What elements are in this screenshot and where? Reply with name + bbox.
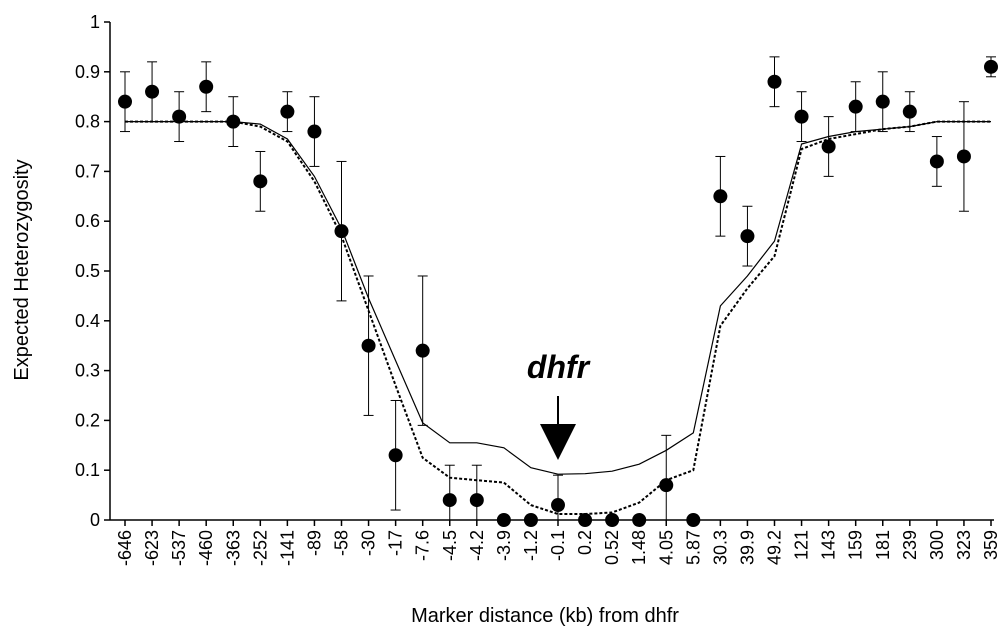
data-point: [334, 224, 349, 239]
x-tick-label: -7.6: [413, 530, 433, 561]
data-point: [848, 99, 863, 114]
x-tick-label: -623: [142, 530, 162, 566]
data-point: [199, 79, 214, 94]
x-tick-label: -460: [196, 530, 216, 566]
data-point: [794, 109, 809, 124]
y-tick-label: 0.4: [75, 311, 100, 331]
data-point: [902, 104, 917, 119]
y-tick-label: 0.7: [75, 161, 100, 181]
x-tick-label: 181: [873, 530, 893, 560]
annotation-arrow-head: [540, 424, 576, 460]
x-tick-label: -363: [223, 530, 243, 566]
solid-model-line: [125, 121, 991, 475]
axes: 0 0.1 0.2 0.3 0.4 0.5 0.6 0.7 0.8 0.9 1 -646 -623 -53…: [75, 12, 1001, 566]
model-lines: [125, 120, 991, 515]
y-tick-label: 0.2: [75, 410, 100, 430]
x-tick-label: 39.9: [737, 530, 757, 565]
data-point: [578, 513, 593, 527]
data-point: [659, 478, 674, 493]
data-point: [361, 338, 376, 353]
y-tick-label: 0.6: [75, 211, 100, 231]
x-tick-label: 159: [846, 530, 866, 560]
y-tick-label: 0.9: [75, 62, 100, 82]
data-point: [875, 94, 890, 109]
x-tick-label: 0.2: [575, 530, 595, 555]
y-tick-label: 1: [90, 12, 100, 32]
data-point: [929, 154, 944, 169]
y-tick-label: 0: [90, 510, 100, 530]
x-tick-label: 30.3: [710, 530, 730, 565]
x-tick-label: -4.5: [440, 530, 460, 561]
x-tick-label: 239: [900, 530, 920, 560]
annotation-label: dhfr: [527, 349, 591, 385]
y-tick-label: 0.1: [75, 460, 100, 480]
x-tick-label: -17: [386, 530, 406, 556]
x-tick-label: 121: [792, 530, 812, 560]
x-tick-label: -537: [169, 530, 189, 566]
gene-annotation: dhfr: [527, 349, 591, 460]
data-point: [118, 94, 132, 109]
x-tick-label: -30: [359, 530, 379, 556]
data-point: [984, 59, 998, 74]
data-point: [388, 448, 403, 463]
dashed-model-line: [125, 120, 991, 515]
x-tick-label: -1.2: [521, 530, 541, 561]
data-point: [442, 493, 457, 508]
data-point: [280, 104, 295, 119]
x-tick-label: -646: [115, 530, 135, 566]
data-point: [821, 139, 836, 154]
data-point: [740, 229, 755, 244]
data-point: [632, 513, 647, 527]
x-tick-label: 1.48: [629, 530, 649, 565]
data-point: [307, 124, 322, 139]
data-point: [767, 74, 782, 89]
x-tick-label: 5.87: [683, 530, 703, 565]
data-point: [415, 343, 430, 358]
data-point: [956, 149, 971, 164]
x-tick-label: -0.1: [548, 530, 568, 561]
data-point: [605, 513, 620, 527]
x-tick-label: 4.05: [656, 530, 676, 565]
data-point: [172, 109, 187, 124]
x-tick-label: -58: [332, 530, 352, 556]
x-tick-label: -141: [277, 530, 297, 566]
data-points: [118, 56, 998, 527]
data-point: [253, 174, 268, 189]
x-tick-label: 323: [954, 530, 974, 560]
y-tick-label: 0.8: [75, 112, 100, 132]
y-tick-label: 0.5: [75, 261, 100, 281]
x-tick-label: 143: [819, 530, 839, 560]
x-axis-title: Marker distance (kb) from dhfr: [411, 605, 679, 627]
x-tick-label: 359: [981, 530, 1001, 560]
x-tick-label: 300: [927, 530, 947, 560]
data-point: [145, 84, 160, 99]
data-point: [551, 498, 565, 513]
data-point: [523, 513, 538, 527]
data-point: [496, 513, 511, 527]
x-tick-label: -89: [304, 530, 324, 556]
data-point: [713, 189, 728, 204]
y-axis-title: Expected Heterozygosity: [11, 159, 33, 380]
data-point: [469, 493, 484, 508]
x-tick-label: -3.9: [494, 530, 514, 561]
data-point: [686, 513, 701, 527]
y-tick-label: 0.3: [75, 361, 100, 381]
x-tick-label: -252: [250, 530, 270, 566]
x-tick-label: 0.52: [602, 530, 622, 565]
x-tick-label: -4.2: [467, 530, 487, 561]
x-tick-label: 49.2: [765, 530, 785, 565]
data-point: [226, 114, 241, 129]
